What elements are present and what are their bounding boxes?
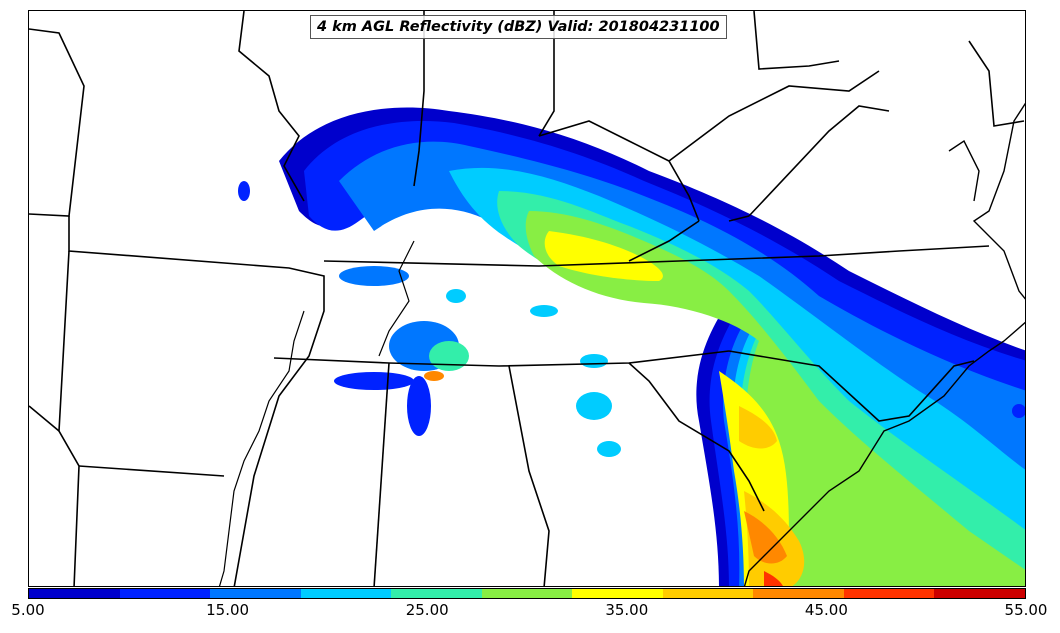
colorbar-segment: [934, 589, 1026, 598]
colorbar-tick-label: 35.00: [605, 601, 649, 619]
colorbar: [28, 588, 1026, 599]
colorbar-tick-label: 45.00: [804, 601, 848, 619]
state-boundaries: [29, 11, 1025, 586]
colorbar-segment: [843, 589, 935, 598]
colorbar-segment: [481, 589, 573, 598]
colorbar-tick-label: 15.00: [206, 601, 250, 619]
colorbar-segment: [300, 589, 392, 598]
colorbar-tick-label: 55.00: [1004, 601, 1048, 619]
colorbar-segment: [29, 589, 120, 598]
colorbar-segment: [210, 589, 301, 598]
colorbar-tick-label: 25.00: [405, 601, 449, 619]
colorbar-segment: [119, 589, 211, 598]
colorbar-tick-label: 5.00: [11, 601, 45, 619]
map-canvas: [29, 11, 1025, 586]
colorbar-segment: [391, 589, 482, 598]
reflectivity-map: [28, 10, 1026, 587]
coastline: [743, 102, 1025, 586]
colorbar-segment: [662, 589, 754, 598]
colorbar-segment: [753, 589, 844, 598]
map-title: 4 km AGL Reflectivity (dBZ) Valid: 20180…: [310, 15, 727, 39]
colorbar-segment: [572, 589, 663, 598]
reflectivity-field: [238, 107, 1025, 586]
river: [218, 240, 415, 586]
